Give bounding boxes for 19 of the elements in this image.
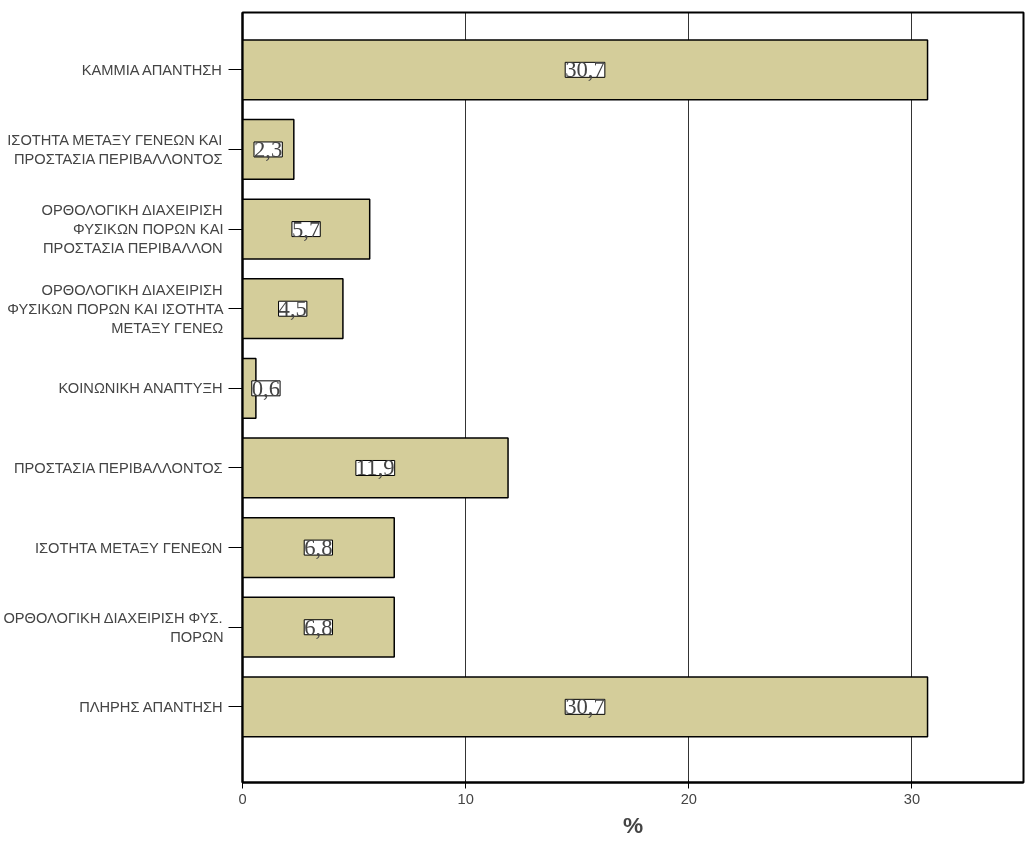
data-label: 5,7 xyxy=(291,216,321,242)
data-label: 2,3 xyxy=(254,136,283,162)
x-tick-label: 10 xyxy=(457,790,474,807)
y-tick-label: ΙΣΟΤΗΤΑ ΜΕΤΑΞΥ ΓΕΝΕΩΝ ΚΑΙ ΠΡΟΣΤΑΣΙΑ ΠΕΡΙΒΑΛΛΟΝΤΟΣ xyxy=(7,131,223,168)
data-label: 6,8 xyxy=(304,614,333,640)
x-tick-label: 30 xyxy=(903,790,921,807)
y-tick-label: ΟΡΘΟΛΟΓΙΚΗ ΔΙΑΧΕΙΡΙΣΗ ΦΥΣΙΚΩΝ ΠΟΡΩΝ ΚΑΙ ΙΣΟΤΗΤΑ ΜΕΤΑΞΥ ΓΕΝΕΩ xyxy=(7,281,224,336)
x-axis-title: % xyxy=(622,811,644,838)
y-tick-label: ΚΟΙΝΩΝΙΚΗ ΑΝΑΠΤΥΞΗ xyxy=(58,380,223,397)
y-tick-label: ΠΡΟΣΤΑΣΙΑ ΠΕΡΙΒΑΛΛΟΝΤΟΣ xyxy=(13,459,223,476)
y-tick-label: ΚΑΜΜΙΑ ΑΠΑΝΤΗΣΗ xyxy=(81,61,222,78)
y-tick-label: ΠΛΗΡΗΣ ΑΠΑΝΤΗΣΗ xyxy=(79,698,223,715)
data-label: 11,9 xyxy=(355,455,395,481)
data-label: 6,8 xyxy=(304,535,333,561)
x-tick-label: 20 xyxy=(680,790,697,807)
y-tick-label: ΟΡΘΟΛΟΓΙΚΗ ΔΙΑΧΕΙΡΙΣΗ ΦΥΣ. ΠΟΡΩΝ xyxy=(3,609,224,645)
x-tick-label: 0 xyxy=(238,790,247,807)
y-tick-label: ΟΡΘΟΛΟΓΙΚΗ ΔΙΑΧΕΙΡΙΣΗ ΦΥΣΙΚΩΝ ΠΟΡΩΝ ΚΑΙ ΠΡΟΣΤΑΣΙΑ ΠΕΡΙΒΑΛΛΟΝ xyxy=(41,201,224,257)
y-tick-label: ΙΣΟΤΗΤΑ ΜΕΤΑΞΥ ΓΕΝΕΩΝ xyxy=(34,539,223,556)
